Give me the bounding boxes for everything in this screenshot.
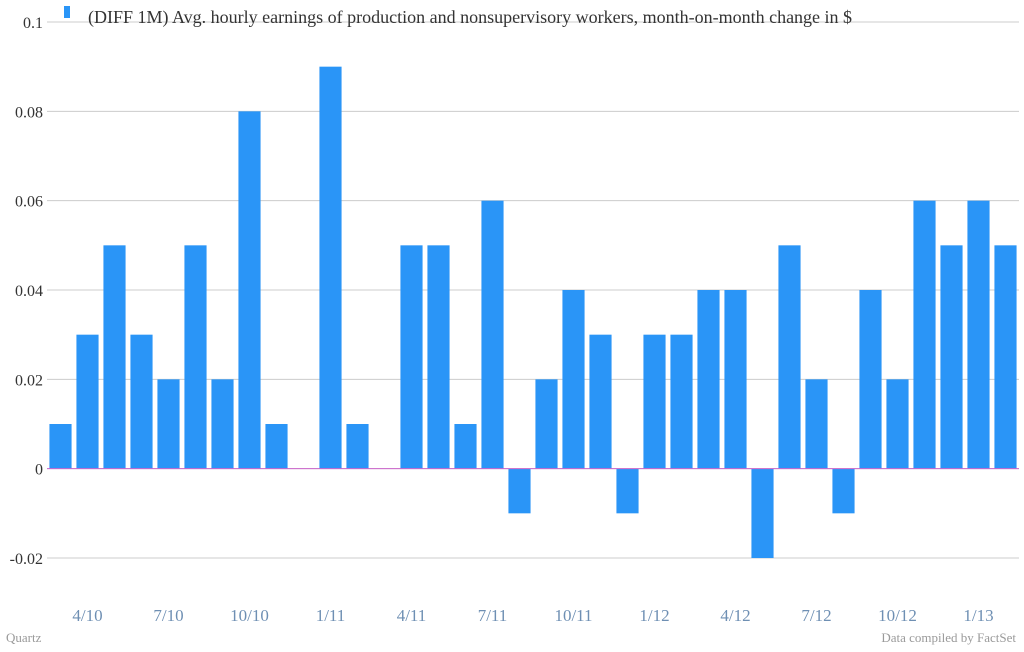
legend: (DIFF 1M) Avg. hourly earnings of produc… xyxy=(64,6,852,28)
bar xyxy=(643,334,666,469)
x-tick-label: 1/13 xyxy=(963,606,993,625)
bar xyxy=(805,379,828,469)
bar xyxy=(346,424,369,469)
bar xyxy=(859,290,882,469)
bar xyxy=(454,424,477,469)
bar xyxy=(589,334,612,469)
bar xyxy=(76,334,99,469)
x-tick-label: 7/12 xyxy=(801,606,831,625)
bar xyxy=(562,290,585,469)
bar xyxy=(751,468,774,558)
bar xyxy=(994,245,1017,469)
bar xyxy=(508,468,531,514)
x-axis-ticks: 4/10 7/10 10/10 1/11 4/11 7/11 10/11 1/12 4/12 7/… xyxy=(72,606,993,625)
x-tick-label: 10/10 xyxy=(230,606,269,625)
bar xyxy=(670,334,693,469)
bar xyxy=(103,245,126,469)
bar xyxy=(697,290,720,469)
x-tick-label: 1/11 xyxy=(316,606,346,625)
y-tick-label: 0.02 xyxy=(15,372,43,389)
bar xyxy=(400,245,423,469)
bar xyxy=(940,245,963,469)
y-tick-label: 0.04 xyxy=(15,283,43,300)
y-tick-label: 0 xyxy=(35,462,43,479)
x-tick-label: 4/12 xyxy=(720,606,750,625)
legend-swatch xyxy=(64,6,70,18)
bar xyxy=(265,424,288,469)
bar xyxy=(886,379,909,469)
x-tick-label: 7/11 xyxy=(478,606,508,625)
bar xyxy=(913,200,936,469)
x-tick-label: 4/11 xyxy=(397,606,427,625)
bar xyxy=(535,379,558,469)
bar xyxy=(832,468,855,514)
y-tick-label: 0.1 xyxy=(23,15,43,32)
bar xyxy=(238,111,261,469)
x-tick-label: 10/12 xyxy=(878,606,917,625)
y-tick-label: 0.06 xyxy=(15,194,43,211)
bar xyxy=(724,290,747,469)
bar xyxy=(616,468,639,514)
bar xyxy=(778,245,801,469)
data-credit: Data compiled by FactSet xyxy=(881,630,1016,645)
y-axis-ticks: 0.1 0.08 0.06 0.04 0.02 0 -0.02 xyxy=(10,15,43,568)
bar xyxy=(130,334,153,469)
bar xyxy=(49,424,72,469)
x-tick-label: 1/12 xyxy=(639,606,669,625)
legend-label: (DIFF 1M) Avg. hourly earnings of produc… xyxy=(88,7,852,28)
x-tick-label: 7/10 xyxy=(153,606,183,625)
x-tick-label: 10/11 xyxy=(554,606,592,625)
bar xyxy=(967,200,990,469)
bar xyxy=(184,245,207,469)
y-tick-label: -0.02 xyxy=(10,551,43,568)
bars xyxy=(49,66,1017,558)
bar xyxy=(481,200,504,469)
bar xyxy=(157,379,180,469)
x-tick-label: 4/10 xyxy=(72,606,102,625)
bar xyxy=(427,245,450,469)
y-tick-label: 0.08 xyxy=(15,104,43,121)
bar xyxy=(211,379,234,469)
bar xyxy=(319,66,342,469)
source-label: Quartz xyxy=(6,630,42,645)
